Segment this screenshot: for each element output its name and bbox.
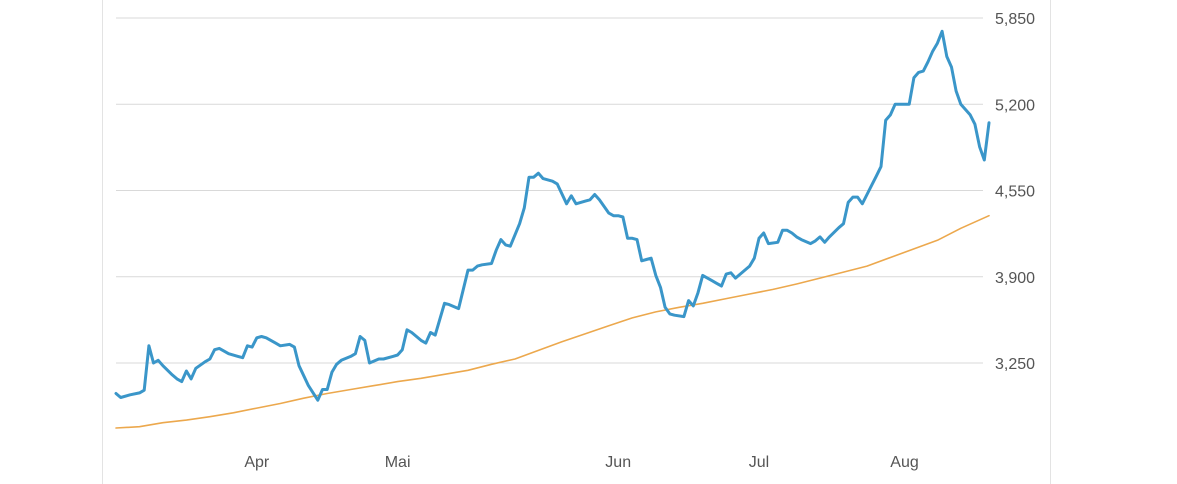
x-tick-label: Apr xyxy=(244,454,270,471)
series-line-average xyxy=(115,214,990,429)
x-tick-label: Mai xyxy=(385,454,411,471)
y-tick-label: 4,550 xyxy=(995,184,1035,201)
series-lines xyxy=(114,29,991,429)
x-tick-label: Aug xyxy=(890,454,918,471)
y-tick-label: 5,200 xyxy=(995,97,1035,114)
y-tick-label: 3,900 xyxy=(995,270,1035,287)
y-tick-label: 3,250 xyxy=(995,356,1035,373)
y-tick-label: 5,850 xyxy=(995,11,1035,28)
x-axis-labels: Apr Mai Jun Jul Aug xyxy=(244,454,918,471)
series-line-price xyxy=(114,29,991,402)
chart-card xyxy=(102,0,1051,484)
y-axis-labels: 3,250 3,900 4,550 5,200 5,850 xyxy=(995,11,1035,373)
x-tick-label: Jun xyxy=(605,454,631,471)
x-tick-label: Jul xyxy=(749,454,769,471)
gridlines xyxy=(116,17,983,364)
